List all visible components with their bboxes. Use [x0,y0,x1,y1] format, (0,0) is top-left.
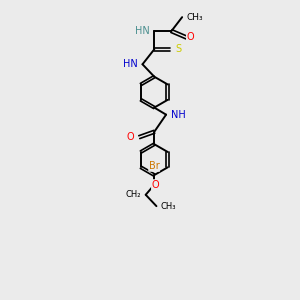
Text: CH₂: CH₂ [126,190,141,199]
Text: Br: Br [149,161,160,171]
Text: O: O [127,132,135,142]
Text: HN: HN [135,26,150,36]
Text: O: O [152,180,159,190]
Text: HN: HN [123,59,138,69]
Text: CH₃: CH₃ [161,202,176,211]
Text: NH: NH [171,110,186,120]
Text: O: O [187,32,194,43]
Text: CH₃: CH₃ [187,13,203,22]
Text: S: S [175,44,181,54]
